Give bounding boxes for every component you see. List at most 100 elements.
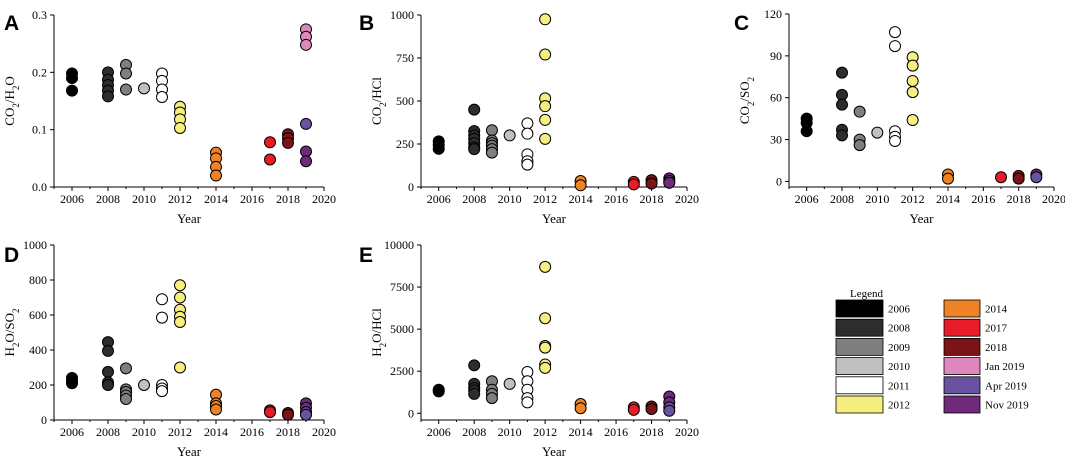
- x-tick-label: 2014: [569, 192, 593, 206]
- data-point: [645, 177, 658, 190]
- legend-swatch: [835, 337, 884, 356]
- x-tick-label: 2012: [533, 192, 557, 206]
- x-tick-label: 2018: [640, 192, 664, 206]
- data-point: [906, 74, 919, 87]
- x-tick-label: 2016: [240, 192, 264, 206]
- data-point: [432, 385, 445, 398]
- x-tick-label: 2012: [168, 425, 192, 439]
- x-tick-label: 2006: [60, 192, 84, 206]
- y-tick-label: 1000: [23, 238, 47, 252]
- data-point: [1030, 171, 1043, 184]
- data-point: [102, 365, 114, 378]
- data-point: [853, 139, 866, 152]
- legend-label: 2009: [888, 342, 911, 354]
- data-point: [300, 155, 312, 168]
- data-point: [174, 279, 186, 292]
- legend-item: 2006: [835, 299, 911, 318]
- data-point: [156, 385, 168, 398]
- x-tick-label: 2008: [462, 425, 486, 439]
- x-tick-label: 2008: [96, 425, 120, 439]
- data-point: [66, 72, 78, 85]
- legend-item: Nov 2019: [943, 395, 1029, 414]
- data-point: [138, 379, 150, 391]
- x-tick-label: 2008: [96, 192, 120, 206]
- y-tick-label: 120: [764, 7, 782, 21]
- y-axis-label: CO2/SO2: [737, 77, 756, 124]
- data-point: [906, 86, 919, 99]
- x-tick-label: 2010: [132, 192, 156, 206]
- legend-label: Nov 2019: [985, 400, 1029, 412]
- panel-letter: C: [734, 12, 749, 35]
- y-tick-label: 600: [29, 308, 47, 322]
- panel-letter: A: [4, 12, 19, 35]
- y-tick-label: 7500: [390, 280, 414, 294]
- x-tick-label: 2016: [604, 425, 628, 439]
- legend-swatch: [835, 357, 884, 376]
- y-tick-label: 0: [408, 180, 414, 194]
- data-point: [503, 377, 516, 390]
- data-point: [468, 387, 481, 400]
- data-point: [468, 359, 481, 372]
- x-tick-label: 2006: [427, 425, 451, 439]
- data-point: [300, 38, 312, 51]
- data-point: [539, 48, 552, 61]
- data-point: [539, 13, 552, 26]
- x-axis-label: Year: [542, 444, 567, 457]
- data-point: [645, 403, 658, 416]
- x-tick-label: 2012: [533, 425, 557, 439]
- data-point: [889, 40, 901, 53]
- data-point: [174, 291, 186, 304]
- data-point: [138, 82, 150, 95]
- data-point: [836, 98, 848, 111]
- legend-swatch: [943, 395, 981, 414]
- data-point: [120, 362, 132, 375]
- x-tick-label: 2008: [830, 192, 854, 206]
- data-point: [539, 113, 552, 126]
- data-point: [300, 408, 312, 421]
- legend-item: Jan 2019: [943, 357, 1025, 376]
- x-tick-label: 2016: [240, 425, 264, 439]
- x-axis-label: Year: [177, 211, 202, 226]
- y-tick-label: 30: [770, 133, 782, 147]
- y-tick-label: 60: [770, 91, 782, 105]
- x-tick-label: 2014: [204, 192, 228, 206]
- data-point: [539, 312, 552, 325]
- x-tick-label: 2010: [498, 425, 522, 439]
- x-tick-label: 2018: [276, 425, 300, 439]
- y-axis-label: CO2/H2O: [2, 76, 21, 125]
- y-tick-label: 800: [29, 273, 47, 287]
- legend-label: Jan 2019: [985, 361, 1025, 373]
- data-point: [800, 125, 813, 138]
- data-point: [66, 84, 78, 97]
- y-axis-label: H2O/SO2: [2, 308, 21, 356]
- data-point: [156, 293, 168, 306]
- data-point: [156, 90, 168, 103]
- data-point: [521, 396, 534, 409]
- data-point: [282, 136, 294, 149]
- y-tick-label: 0.0: [32, 180, 47, 194]
- legend-swatch: [835, 376, 884, 395]
- x-tick-label: 2008: [462, 192, 486, 206]
- data-point: [539, 361, 552, 374]
- data-point: [663, 176, 676, 189]
- x-tick-label: 2010: [132, 425, 156, 439]
- data-point: [120, 393, 132, 405]
- y-tick-label: 0.1: [32, 123, 47, 137]
- y-tick-label: 1000: [390, 8, 414, 22]
- panel-b: B 2006 2008 2010 2012 2014 2016 2018 2020 0 250 500…: [359, 8, 699, 226]
- panel-e: E 2006 2008 2010 2012 2014 2016 2018 2020 0 2500 50…: [359, 238, 699, 457]
- x-tick-label: 2012: [901, 192, 925, 206]
- y-tick-label: 90: [770, 49, 782, 63]
- legend-label: Apr 2019: [985, 380, 1027, 392]
- data-point: [889, 26, 901, 39]
- data-point: [468, 143, 481, 156]
- panel-c: C 2006 2008 2010 2012 2014 2016 2018 2020 0 30 60 90…: [734, 7, 1065, 226]
- x-tick-label: 2006: [60, 425, 84, 439]
- y-tick-label: 2500: [390, 364, 414, 378]
- legend-swatch: [943, 357, 981, 376]
- legend-label: 2006: [888, 304, 911, 316]
- legend-swatch: [943, 318, 981, 337]
- legend-title: Legend: [850, 288, 883, 300]
- data-point: [174, 316, 186, 328]
